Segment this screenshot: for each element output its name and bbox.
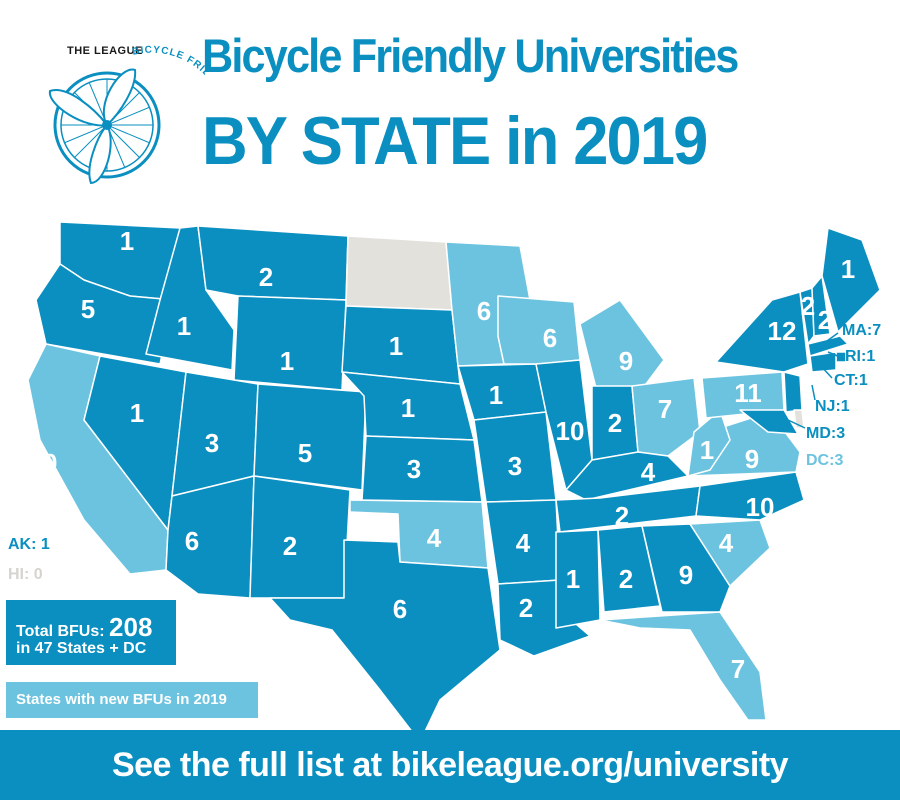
- state-me: [821, 227, 881, 333]
- state-az: [165, 475, 255, 599]
- state-count-mi: 9: [619, 346, 633, 376]
- state-count-mn: 6: [477, 296, 491, 326]
- callout-md: MD:3: [806, 425, 846, 442]
- state-count-ar: 4: [516, 528, 531, 558]
- state-count-tx: 6: [393, 594, 407, 624]
- state-count-oh: 7: [658, 394, 672, 424]
- state-fl: [599, 611, 767, 721]
- callout-nj: NJ:1: [815, 398, 850, 415]
- state-count-ca: 20: [29, 448, 58, 478]
- logo-league-text: THE LEAGUE: [67, 45, 143, 57]
- state-nh: [811, 275, 831, 337]
- state-oh: [631, 377, 701, 457]
- state-count-pa: 11: [734, 378, 762, 408]
- callout-ma: MA:7: [842, 322, 882, 339]
- legend-new-bfus: States with new BFUs in 2019: [6, 682, 258, 718]
- state-count-wi: 6: [543, 323, 557, 353]
- totals-value: 208: [109, 612, 153, 642]
- state-count-tn: 2: [615, 501, 629, 531]
- state-count-ut: 3: [205, 428, 219, 458]
- state-count-ky: 4: [641, 457, 656, 487]
- legend-new-label: States with new BFUs in 2019: [16, 691, 227, 708]
- state-count-ne: 1: [401, 393, 415, 423]
- footer-banner: See the full list at bikeleague.org/univ…: [0, 730, 900, 800]
- league-logo: THE LEAGUE BICYCLE FRIENDLY AMERICA: [48, 45, 205, 185]
- state-count-nc: 10: [746, 492, 775, 522]
- state-count-or: 5: [81, 294, 95, 324]
- state-sc: [689, 519, 771, 587]
- state-count-wy: 1: [280, 346, 294, 376]
- state-ct: [809, 351, 837, 373]
- state-count-ms: 1: [566, 564, 580, 594]
- state-count-ks: 3: [407, 454, 421, 484]
- state-count-me: 1: [841, 254, 855, 284]
- state-count-co: 5: [298, 438, 312, 468]
- state-count-vt: 2: [801, 291, 815, 321]
- state-count-ia: 1: [489, 380, 503, 410]
- callout-dc: DC:3: [806, 452, 844, 469]
- state-count-nv: 1: [130, 398, 144, 428]
- state-count-nm: 2: [283, 531, 297, 561]
- state-count-va: 9: [745, 444, 759, 474]
- state-count-ok: 4: [427, 523, 442, 553]
- totals-label: Total BFUs:: [16, 623, 105, 640]
- state-nc: [695, 471, 805, 521]
- callout-ak: AK: 1: [8, 536, 50, 553]
- totals-subtext: in 47 States + DC: [16, 640, 147, 657]
- state-count-ny: 12: [768, 316, 797, 346]
- title-line-2: BY STATE in 2019: [202, 103, 708, 179]
- footer-link-text[interactable]: See the full list at bikeleague.org/univ…: [111, 746, 789, 784]
- state-count-mo: 3: [508, 451, 522, 481]
- state-count-wv: 1: [700, 435, 714, 465]
- state-nd: [345, 235, 453, 311]
- state-ny: [715, 291, 809, 373]
- state-count-ga: 9: [679, 560, 693, 590]
- state-count-sc: 4: [719, 528, 734, 558]
- state-count-fl: 7: [731, 654, 745, 684]
- state-count-mt: 2: [259, 262, 273, 292]
- state-count-la: 2: [519, 593, 533, 623]
- state-nj: [783, 371, 803, 413]
- callout-hi: HI: 0: [8, 566, 43, 583]
- state-ks: [361, 435, 483, 503]
- state-count-sd: 1: [389, 331, 403, 361]
- state-count-az: 6: [185, 526, 199, 556]
- state-count-id: 1: [177, 311, 191, 341]
- state-wi: [497, 295, 581, 365]
- state-count-in: 2: [608, 408, 622, 438]
- totals-box: Total BFUs: 208 in 47 States + DC: [6, 600, 176, 665]
- bicycle-wheel-icon: [48, 68, 161, 185]
- state-count-nh: 2: [818, 305, 832, 335]
- state-count-wa: 1: [120, 226, 134, 256]
- state-ga: [641, 523, 731, 613]
- callout-ct: CT:1: [834, 372, 868, 389]
- state-md: [739, 409, 799, 435]
- state-count-al: 2: [619, 564, 633, 594]
- state-count-il: 10: [556, 416, 585, 446]
- state-nm: [249, 475, 351, 599]
- state-co: [253, 383, 367, 491]
- state-mi: [579, 299, 665, 397]
- title-line-1: Bicycle Friendly Universities: [202, 29, 739, 82]
- callout-ri: RI:1: [845, 348, 876, 365]
